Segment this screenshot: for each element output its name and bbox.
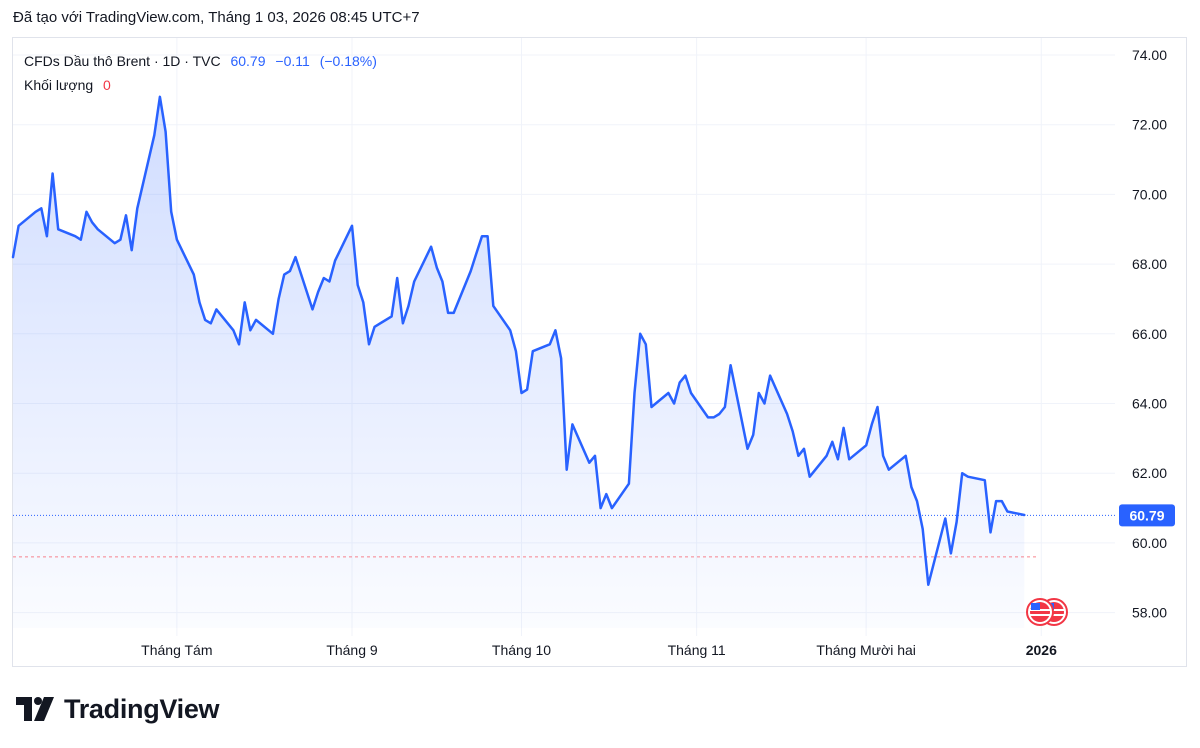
legend-change: −0.11 [275, 53, 310, 69]
price-area-fill [13, 96, 1025, 629]
x-tick-label: Tháng Mười hai [816, 642, 915, 658]
legend-last-price: 60.79 [230, 53, 266, 69]
y-tick-label: 70.00 [1132, 186, 1167, 202]
legend-volume-label: Khối lượng [24, 77, 94, 93]
tradingview-wordmark: TradingView [64, 693, 220, 724]
legend-volume-row[interactable]: Khối lượng 0 [24, 73, 377, 97]
legend-symbol-row[interactable]: CFDs Dầu thô Brent · 1D · TVC 60.79 −0.1… [24, 49, 377, 73]
last-price-label: 60.79 [1129, 507, 1164, 523]
x-tick-label: Tháng 11 [668, 642, 726, 658]
last-price-label-bg [1119, 504, 1175, 527]
y-tick-label: 64.00 [1132, 396, 1167, 412]
y-tick-label: 60.00 [1132, 535, 1167, 551]
y-tick-label: 74.00 [1132, 47, 1167, 63]
x-tick-label: 2026 [1026, 642, 1057, 658]
chart-frame[interactable] [12, 37, 1187, 667]
legend-volume-value: 0 [103, 77, 111, 93]
us-flag-event-icon[interactable] [1026, 598, 1054, 626]
price-line [11, 95, 1026, 586]
y-tick-label: 58.00 [1132, 605, 1167, 621]
x-tick-label: Tháng 10 [492, 642, 551, 658]
chart-legend: CFDs Dầu thô Brent · 1D · TVC 60.79 −0.1… [24, 49, 377, 97]
tradingview-logo-icon [16, 697, 54, 721]
created-with-caption: Đã tạo với TradingView.com, Tháng 1 03, … [13, 9, 420, 26]
legend-symbol[interactable]: CFDs Dầu thô Brent · 1D · TVC [24, 53, 221, 69]
y-tick-label: 66.00 [1132, 326, 1167, 342]
legend-change-percent: (−0.18%) [319, 53, 377, 69]
x-tick-label: Tháng 9 [326, 642, 378, 658]
y-tick-label: 68.00 [1132, 256, 1167, 272]
y-tick-label: 62.00 [1132, 465, 1167, 481]
tradingview-logo[interactable]: TradingView [16, 693, 220, 725]
y-tick-label: 72.00 [1132, 117, 1167, 133]
x-tick-label: Tháng Tám [141, 642, 212, 658]
